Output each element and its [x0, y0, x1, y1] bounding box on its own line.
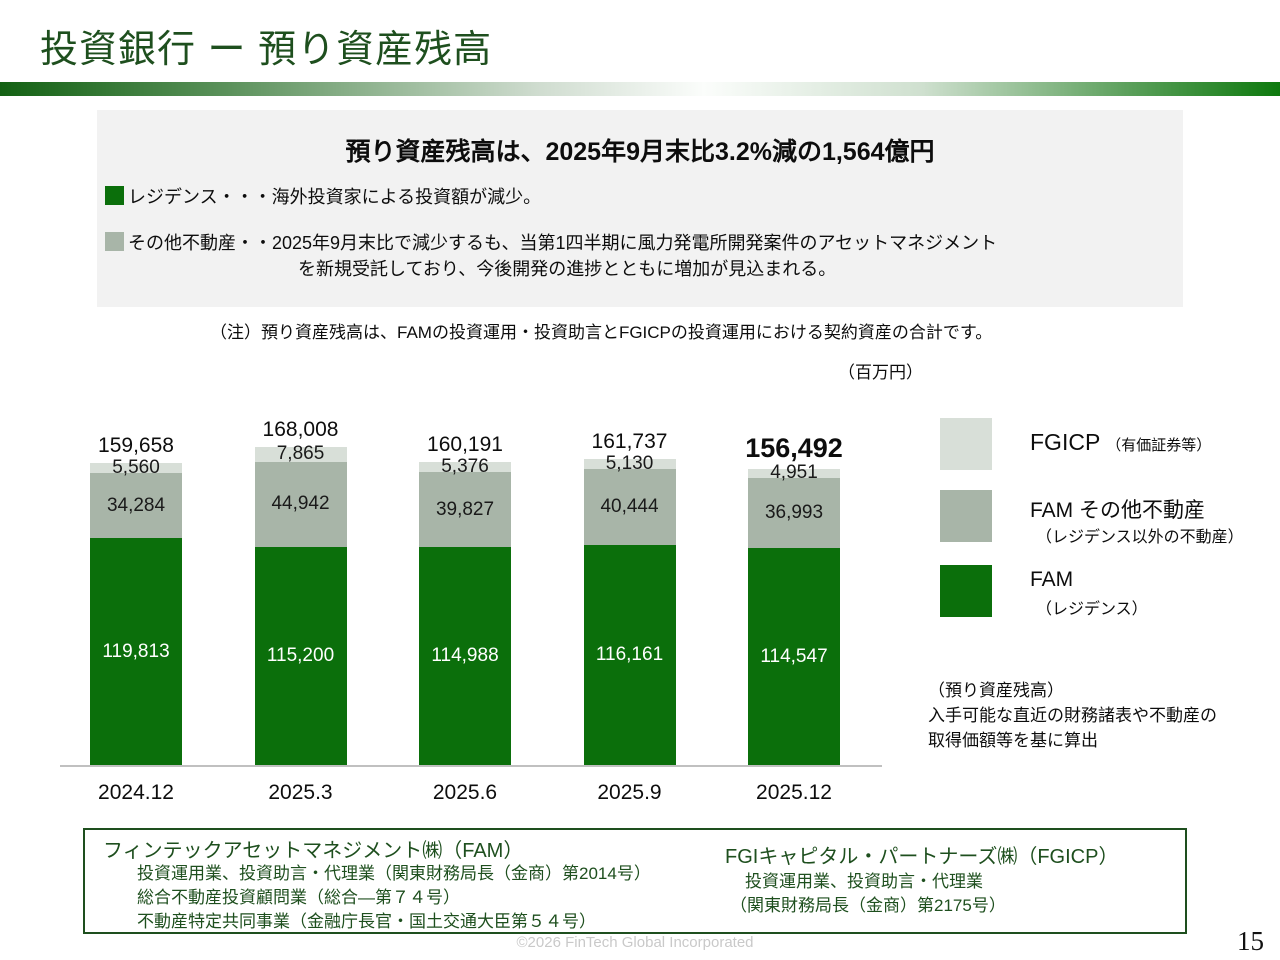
bar-segment-label: 40,444 — [600, 495, 659, 517]
aum-note-line3: 取得価額等を基に算出 — [928, 731, 1098, 750]
gray-square-icon — [105, 232, 124, 251]
bar-segment — [90, 473, 182, 539]
legend-label-fam-sub: （レジデンス） — [1036, 601, 1148, 618]
bar-total-label: 161,737 — [591, 429, 668, 453]
copyright-footer: ©2026 FinTech Global Incorporated — [516, 934, 754, 951]
legend-label-fgicp-sub: （有価証券等） — [1106, 437, 1212, 454]
bullet-residence-text: レジデンス・・・海外投資家による投資額が減少。 — [128, 187, 542, 207]
bullet-residence: レジデンス・・・海外投資家による投資額が減少。 — [105, 184, 541, 210]
bar-total-label: 156,492 — [745, 432, 843, 463]
bar-segment-label: 4,951 — [770, 462, 818, 484]
bar-segment — [583, 545, 676, 765]
fgicp-license-line: 投資運用業、投資助言・代理業 — [745, 872, 983, 891]
bar-segment — [419, 471, 511, 548]
bar-segment — [583, 458, 676, 469]
bar-segment — [254, 546, 347, 765]
bar-segment-label: 5,130 — [605, 452, 654, 474]
summary-headline: 預り資産残高は、2025年9月末比3.2%減の1,564億円 — [345, 138, 935, 166]
bar-segment-label: 36,993 — [764, 502, 824, 524]
fgicp-license-line: （関東財務局長（金商）第2175号） — [730, 896, 1006, 915]
bar-segment-label: 7,865 — [276, 443, 325, 465]
stacked-bar-chart: 119,813 34,284 5,560 159,658 2024.12 115,200 4… — [60, 390, 890, 820]
bar-segment — [748, 478, 840, 549]
legend-label-fam: FAM — [1030, 568, 1074, 591]
legend-label-fgicp-main: FGICP — [1030, 429, 1100, 455]
x-axis-label: 2025.6 — [432, 781, 498, 804]
bar-segment — [254, 461, 347, 547]
aum-calculation-note: （預り資産残高） 入手可能な直近の財務諸表や不動産の 取得価額等を基に算出 — [928, 678, 1217, 753]
company-license-box: フィンテックアセットマネジメント㈱（FAM） 投資運用業、投資助言・代理業（関東… — [83, 828, 1187, 934]
bar-segment-label: 115,200 — [266, 644, 335, 666]
bullet-other-real-estate: その他不動産・・2025年9月末比で減少するも、当第1四半期に風力発電所開発案件… — [105, 230, 997, 282]
bar-segment-label: 5,376 — [441, 455, 489, 477]
page-number: 15 — [1237, 926, 1264, 956]
bar-segment-label: 114,547 — [760, 645, 828, 667]
x-axis-label: 2025.9 — [597, 781, 662, 804]
bar-total-label: 159,658 — [98, 433, 174, 457]
fam-license-line: 不動産特定共同事業（金融庁長官・国土交通大臣第５４号） — [137, 912, 596, 931]
x-axis-line — [60, 765, 882, 767]
bar-segment-label: 116,161 — [595, 644, 664, 666]
bar-segment-label: 119,813 — [102, 640, 170, 662]
aum-note-line1: （預り資産残高） — [928, 681, 1064, 700]
unit-label: （百万円） — [838, 363, 923, 382]
legend-swatch-fgicp — [940, 418, 992, 470]
legend-label-fgicp: FGICP （有価証券等） — [1030, 429, 1211, 456]
bar-total-label: 160,191 — [427, 432, 503, 456]
legend-swatch-fam — [940, 565, 992, 617]
bar-segment — [90, 538, 182, 765]
page-title: 投資銀行 ー 預り資産残高 — [40, 29, 493, 71]
bar-total-label: 168,008 — [262, 418, 339, 442]
chart-footnote: （注）預り資産残高は、FAMの投資運用・投資助言とFGICPの投資運用における契… — [210, 323, 993, 342]
legend-label-fam-other-sub: （レジデンス以外の不動産） — [1036, 529, 1244, 546]
fgicp-company-name: FGIキャピタル・パートナーズ㈱（FGICP） — [725, 846, 1119, 868]
bullet-other-line1: その他不動産・・2025年9月末比で減少するも、当第1四半期に風力発電所開発案件… — [128, 233, 998, 253]
aum-note-line2: 入手可能な直近の財務諸表や不動産の — [928, 706, 1217, 725]
bar-segment — [419, 547, 511, 765]
bar-segment-label: 34,284 — [106, 494, 166, 516]
x-axis-label: 2024.12 — [98, 781, 174, 804]
summary-box: 預り資産残高は、2025年9月末比3.2%減の1,564億円 レジデンス・・・海… — [97, 110, 1183, 307]
fam-company-name: フィンテックアセットマネジメント㈱（FAM） — [103, 840, 524, 862]
bar-segment-label: 39,827 — [435, 498, 495, 520]
green-square-icon — [105, 186, 124, 205]
bullet-other-line2: を新規受託しており、今後開発の進捗とともに増加が見込まれる。 — [298, 259, 837, 279]
bar-segment — [748, 548, 840, 765]
x-axis-label: 2025.3 — [268, 781, 333, 804]
x-axis-label: 2025.12 — [756, 781, 832, 804]
legend-label-fam-other: FAM その他不動産 — [1030, 499, 1206, 522]
bar-segment-label: 5,560 — [112, 457, 160, 479]
bar-segment-label: 114,988 — [431, 645, 499, 667]
bar-segment — [254, 447, 347, 462]
fam-license-line: 投資運用業、投資助言・代理業（関東財務局長（金商）第2014号） — [137, 864, 651, 883]
bar-segment — [583, 468, 676, 546]
bar-segment — [419, 461, 511, 472]
legend-swatch-fam-other — [940, 490, 992, 542]
fam-license-line: 総合不動産投資顧問業（総合―第７４号） — [137, 888, 460, 907]
bar-segment — [90, 462, 182, 474]
bar-segment — [748, 468, 840, 479]
bar-segment-label: 44,942 — [271, 493, 330, 515]
bullet-other-text: その他不動産・・2025年9月末比で減少するも、当第1四半期に風力発電所開発案件… — [128, 230, 997, 282]
title-gradient-rule — [0, 82, 1280, 96]
